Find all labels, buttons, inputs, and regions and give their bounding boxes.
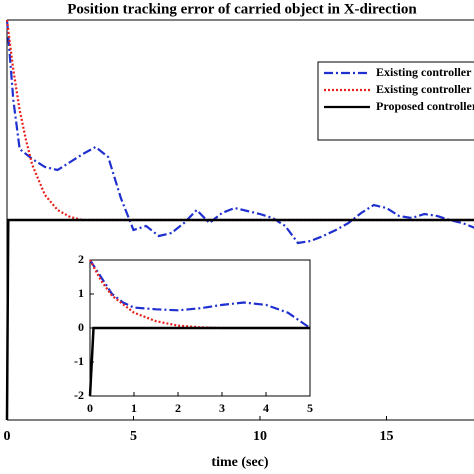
legend-label: Existing controller bbox=[376, 65, 472, 79]
x-tick-label: 1 bbox=[131, 401, 137, 415]
y-tick-label: 0 bbox=[78, 320, 84, 334]
y-tick-label: 2 bbox=[78, 252, 84, 266]
series-line bbox=[5, 19, 474, 245]
x-tick-label: 4 bbox=[263, 401, 269, 415]
chart-title: Position tracking error of carried objec… bbox=[67, 1, 417, 17]
x-axis-label: time (sec) bbox=[211, 455, 268, 470]
x-tick-label: 0 bbox=[4, 429, 11, 444]
legend-box bbox=[317, 61, 474, 141]
legend-label: Existing controller bbox=[376, 82, 472, 96]
x-tick-label: 5 bbox=[307, 401, 313, 415]
x-tick-label: 5 bbox=[130, 429, 137, 444]
x-tick-label: 0 bbox=[87, 401, 93, 415]
x-tick-label: 2 bbox=[175, 401, 181, 415]
legend-label: Proposed controller bbox=[376, 99, 474, 113]
y-tick-label: -1 bbox=[74, 354, 84, 368]
x-tick-label: 10 bbox=[253, 429, 267, 444]
x-tick-label: 3 bbox=[219, 401, 225, 415]
series-line bbox=[5, 19, 474, 222]
series-line bbox=[88, 326, 310, 397]
y-tick-label: -2 bbox=[74, 388, 84, 402]
series-line bbox=[5, 218, 474, 421]
x-tick-label: 15 bbox=[379, 429, 393, 444]
y-tick-label: 1 bbox=[78, 286, 84, 300]
